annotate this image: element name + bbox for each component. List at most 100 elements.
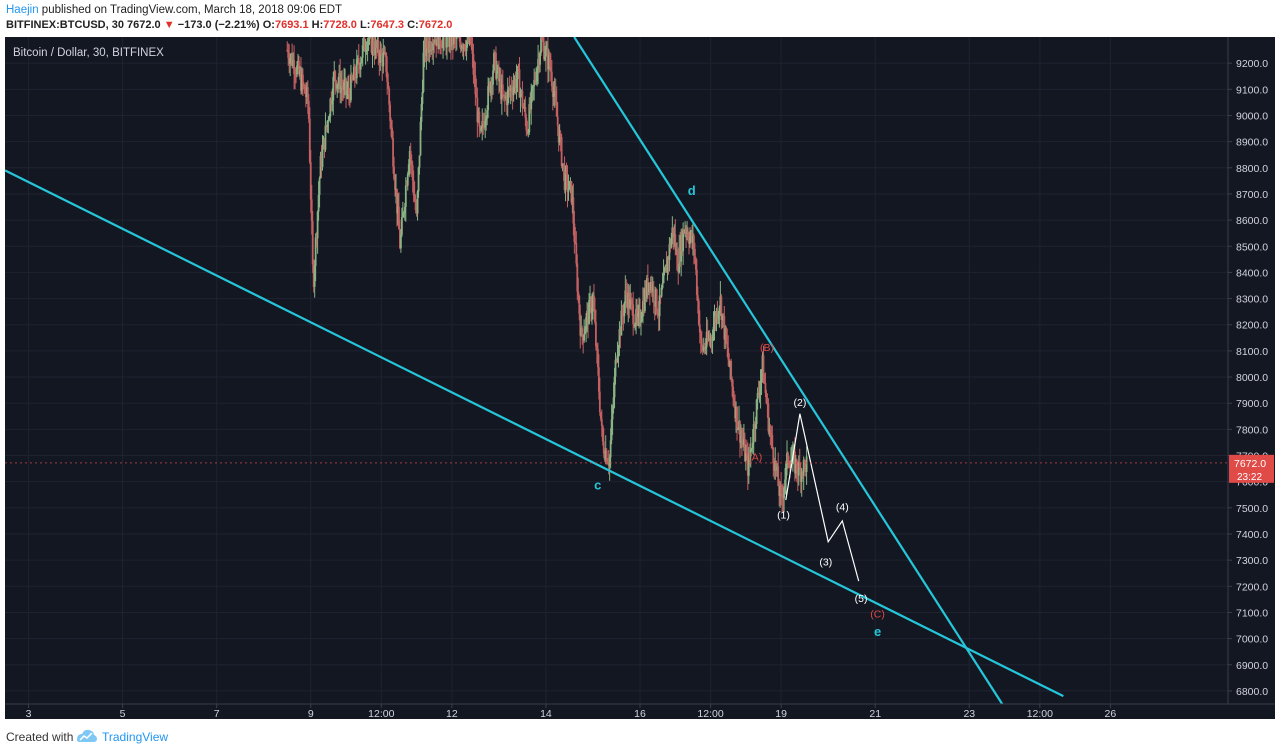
candle-body [705, 331, 708, 348]
candle-body [629, 298, 632, 309]
candle-body [292, 60, 295, 66]
candle-body [309, 161, 312, 200]
candle-body [572, 197, 575, 224]
candle-body [706, 331, 709, 340]
candle-body [546, 48, 548, 50]
candle-body [801, 472, 804, 476]
candle-body [575, 242, 578, 264]
candle-body [417, 167, 420, 192]
tradingview-brand-link[interactable]: TradingView [102, 730, 169, 744]
candle-body [677, 270, 680, 273]
candle-body [731, 378, 734, 387]
candle-body [765, 393, 768, 404]
candle-body [685, 229, 687, 234]
candle-body [643, 300, 645, 311]
candle-body [625, 290, 628, 295]
candle-body [357, 57, 360, 65]
candle-body [531, 86, 534, 92]
candle-body [288, 58, 291, 64]
y-tick-label: 8400.0 [1236, 267, 1268, 279]
candle-body [778, 485, 781, 496]
candle-body [439, 37, 442, 45]
candle-body [436, 37, 439, 47]
candle-body [489, 83, 491, 94]
last-price-marker: 7672.0 23:22 [5, 454, 1274, 483]
trendline-1[interactable] [5, 169, 1064, 698]
candle-body [741, 436, 743, 441]
trendline-2[interactable] [573, 37, 1004, 705]
wave-label: (1) [777, 509, 790, 521]
candle-body [702, 346, 705, 351]
candle-body [435, 39, 438, 47]
price-axis[interactable]: 6800.0 6900.0 7000.0 7100.0 7200.0 7300.0 7400… [1228, 58, 1268, 698]
candle-body [521, 90, 524, 108]
close-label: C: [407, 19, 419, 31]
candle-body [738, 421, 740, 430]
candle-body [302, 84, 305, 86]
candle-body [478, 111, 481, 127]
candle-body [362, 38, 365, 46]
chart-grid [5, 37, 1228, 704]
candle-body [548, 55, 551, 67]
x-tick-label: 7 [214, 708, 220, 719]
candle-body [339, 73, 342, 93]
open-value: 7693.1 [274, 19, 309, 31]
candle-body [466, 37, 469, 42]
candle-body [525, 117, 528, 131]
candle-body [707, 338, 710, 340]
candle-body [334, 71, 337, 81]
candle-body [568, 181, 571, 190]
candle-body [747, 455, 750, 476]
candle-body [503, 96, 506, 99]
x-tick-label: 21 [869, 708, 881, 719]
candle-body [296, 65, 298, 75]
candle-body [394, 179, 396, 190]
candle-body [332, 76, 335, 101]
candle-body [508, 88, 511, 92]
author-link[interactable]: Haejin [6, 4, 39, 16]
candle-body [501, 84, 504, 95]
candle-body [609, 440, 612, 458]
candle-body [584, 329, 587, 335]
time-axis[interactable]: 3 5 7 9 12:00 12 14 16 12:00 19 21 23 12:00 26 [26, 704, 1117, 719]
candle-body [416, 191, 419, 214]
candle-body [301, 74, 303, 91]
candle-body [427, 48, 430, 53]
candle-body [699, 332, 702, 339]
candle-body [570, 181, 573, 203]
candle-body [640, 320, 642, 323]
candle-body [467, 37, 470, 42]
candle-body [433, 42, 436, 44]
publish-line: Haejin published on TradingView.com, Mar… [6, 4, 342, 16]
wave-label: d [688, 183, 696, 198]
candle-body [472, 54, 475, 75]
candle-body [514, 79, 517, 88]
wave-projection-layer[interactable] [785, 413, 860, 582]
candle-body [347, 88, 349, 92]
candle-body [730, 361, 733, 379]
candle-body [515, 79, 518, 88]
candle-body [320, 155, 323, 168]
high-label: H: [311, 19, 324, 31]
candle-body [610, 419, 613, 441]
open-label: O: [262, 19, 275, 31]
candle-body [687, 232, 689, 240]
x-tick-label: 16 [634, 708, 646, 719]
price-chart[interactable]: c d e (B) (A) (C) (1) (2) (3) (4) (5) 6800.0 6900.0… [5, 37, 1275, 719]
candle-body [626, 294, 629, 309]
trendlines-layer[interactable] [5, 37, 1064, 705]
candle-body [293, 60, 295, 75]
candle-body [460, 47, 463, 50]
candle-body [556, 116, 559, 126]
candle-body [623, 303, 626, 317]
candle-body [291, 54, 294, 66]
candle-body [712, 326, 715, 339]
candle-body [638, 309, 640, 314]
candle-body [378, 56, 381, 63]
candle-body [400, 234, 402, 249]
candle-body [506, 89, 509, 106]
candle-body [754, 424, 757, 429]
candle-body [585, 317, 588, 330]
candle-body [743, 439, 746, 461]
wave-projection-path[interactable] [785, 413, 860, 582]
